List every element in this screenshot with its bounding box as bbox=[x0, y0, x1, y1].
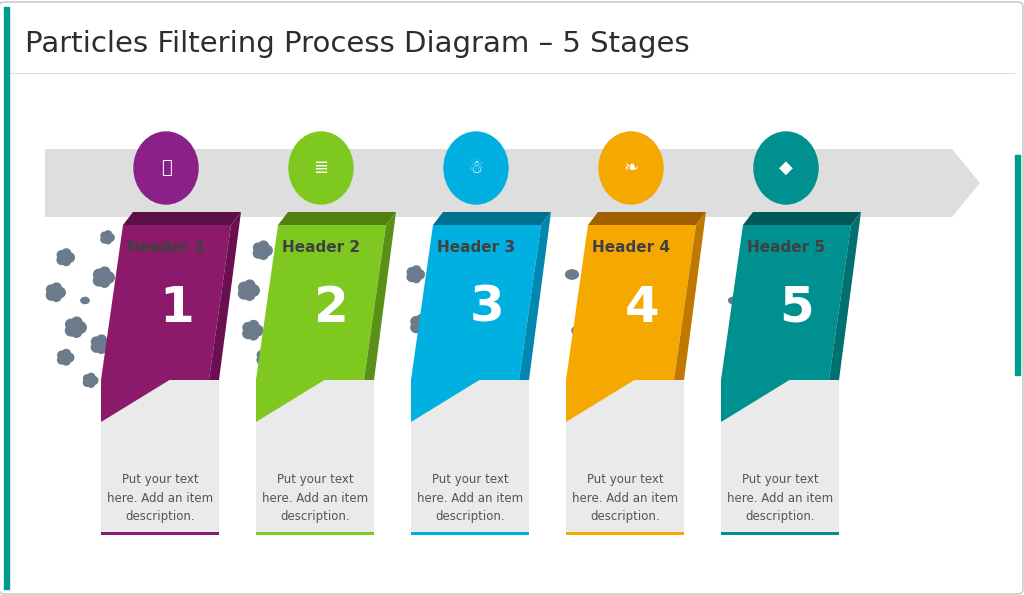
Text: Particles Filtering Process Diagram – 5 Stages: Particles Filtering Process Diagram – 5 … bbox=[25, 30, 689, 58]
Circle shape bbox=[100, 339, 111, 350]
Polygon shape bbox=[743, 212, 861, 225]
Circle shape bbox=[243, 322, 253, 333]
Circle shape bbox=[65, 253, 75, 262]
Bar bbox=[256, 380, 374, 535]
Circle shape bbox=[91, 342, 101, 352]
Bar bbox=[566, 380, 684, 535]
Circle shape bbox=[57, 255, 67, 264]
Ellipse shape bbox=[572, 326, 584, 335]
Circle shape bbox=[66, 320, 76, 330]
Circle shape bbox=[412, 274, 421, 283]
Circle shape bbox=[62, 249, 71, 258]
Bar bbox=[721, 380, 839, 535]
Circle shape bbox=[96, 344, 106, 353]
Circle shape bbox=[72, 327, 82, 337]
Circle shape bbox=[66, 325, 76, 336]
Polygon shape bbox=[411, 380, 479, 422]
Bar bbox=[1015, 155, 1020, 375]
Polygon shape bbox=[256, 225, 386, 380]
Text: ❧: ❧ bbox=[624, 159, 639, 177]
Circle shape bbox=[245, 280, 255, 290]
Circle shape bbox=[58, 251, 72, 264]
Circle shape bbox=[255, 244, 268, 257]
Ellipse shape bbox=[81, 298, 89, 303]
Polygon shape bbox=[101, 225, 231, 380]
Circle shape bbox=[413, 317, 427, 331]
Polygon shape bbox=[256, 380, 325, 422]
Circle shape bbox=[434, 349, 442, 358]
Circle shape bbox=[259, 241, 268, 250]
Bar bbox=[101, 532, 219, 535]
Circle shape bbox=[104, 231, 112, 237]
Polygon shape bbox=[209, 212, 241, 380]
Circle shape bbox=[84, 375, 90, 382]
Circle shape bbox=[101, 236, 108, 243]
Circle shape bbox=[103, 272, 115, 283]
Circle shape bbox=[93, 275, 104, 286]
Circle shape bbox=[96, 335, 106, 345]
Polygon shape bbox=[674, 212, 706, 380]
Circle shape bbox=[239, 288, 249, 299]
Circle shape bbox=[120, 364, 128, 372]
Circle shape bbox=[62, 357, 70, 365]
Circle shape bbox=[249, 321, 259, 331]
Circle shape bbox=[118, 360, 125, 368]
Ellipse shape bbox=[599, 132, 663, 204]
Circle shape bbox=[46, 290, 56, 300]
Circle shape bbox=[276, 267, 288, 278]
Circle shape bbox=[274, 271, 283, 279]
Circle shape bbox=[257, 356, 266, 365]
Circle shape bbox=[52, 292, 61, 301]
Text: 5: 5 bbox=[779, 283, 814, 331]
Circle shape bbox=[87, 380, 94, 387]
Text: Header 2: Header 2 bbox=[282, 240, 360, 255]
Circle shape bbox=[415, 270, 424, 279]
Circle shape bbox=[245, 290, 255, 300]
Ellipse shape bbox=[134, 132, 198, 204]
Ellipse shape bbox=[280, 333, 291, 342]
Circle shape bbox=[87, 373, 95, 381]
Text: Header 3: Header 3 bbox=[437, 240, 515, 255]
Circle shape bbox=[437, 353, 446, 362]
Ellipse shape bbox=[124, 250, 130, 255]
Circle shape bbox=[280, 264, 288, 273]
Ellipse shape bbox=[444, 132, 508, 204]
Circle shape bbox=[262, 349, 270, 358]
Circle shape bbox=[104, 237, 112, 244]
Text: ≣: ≣ bbox=[313, 159, 329, 177]
Circle shape bbox=[409, 268, 421, 281]
Circle shape bbox=[113, 366, 121, 374]
Text: Header 4: Header 4 bbox=[592, 240, 670, 255]
Circle shape bbox=[431, 351, 443, 364]
Circle shape bbox=[243, 328, 253, 339]
Circle shape bbox=[57, 351, 66, 359]
Circle shape bbox=[253, 248, 263, 258]
Bar bbox=[101, 380, 219, 535]
Circle shape bbox=[411, 317, 421, 327]
Text: Put your text
here. Add an item
description.: Put your text here. Add an item descript… bbox=[106, 473, 213, 523]
Circle shape bbox=[245, 323, 259, 338]
Polygon shape bbox=[45, 149, 980, 217]
Ellipse shape bbox=[754, 132, 818, 204]
Ellipse shape bbox=[729, 298, 737, 303]
Circle shape bbox=[262, 245, 272, 256]
Circle shape bbox=[93, 338, 106, 351]
Polygon shape bbox=[101, 380, 169, 422]
Circle shape bbox=[420, 319, 431, 330]
Circle shape bbox=[99, 277, 110, 287]
Circle shape bbox=[254, 243, 263, 252]
Circle shape bbox=[101, 232, 108, 239]
Circle shape bbox=[93, 270, 103, 280]
Text: 1: 1 bbox=[160, 283, 195, 331]
Text: Header 1: Header 1 bbox=[127, 240, 205, 255]
Bar bbox=[566, 532, 684, 535]
Circle shape bbox=[259, 250, 268, 259]
Polygon shape bbox=[123, 212, 241, 225]
Ellipse shape bbox=[289, 132, 353, 204]
Polygon shape bbox=[588, 212, 706, 225]
Bar bbox=[4, 7, 9, 589]
Polygon shape bbox=[721, 380, 790, 422]
Circle shape bbox=[257, 350, 265, 359]
Polygon shape bbox=[411, 225, 541, 380]
